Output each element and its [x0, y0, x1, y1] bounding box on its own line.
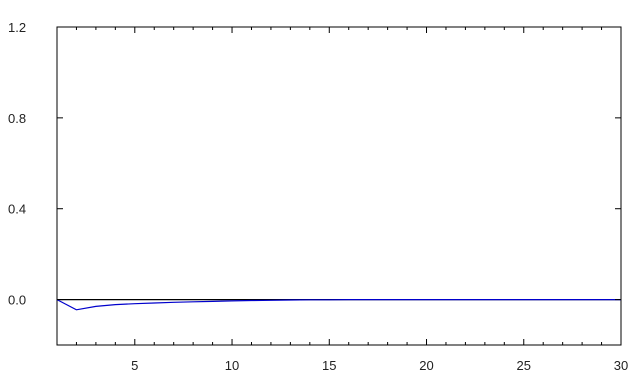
- y-tick-label: 0.0: [8, 293, 26, 308]
- x-axis: 5 10 15 20 25 30: [56, 27, 628, 373]
- y-axis: 0.0 0.4 0.8 1.2: [8, 20, 621, 308]
- y-tick-label: 0.8: [8, 111, 26, 126]
- series-lines: [56, 299, 621, 311]
- x-tick-label: 10: [225, 358, 239, 373]
- x-tick-label: 20: [419, 358, 433, 373]
- x-tick-label: 30: [614, 358, 628, 373]
- series-line-1: [56, 299, 621, 311]
- x-tick-label: 25: [517, 358, 531, 373]
- x-tick-label: 15: [322, 358, 336, 373]
- plot-frame: [56, 26, 622, 346]
- y-tick-label: 0.4: [8, 202, 26, 217]
- y-tick-label: 1.2: [8, 20, 26, 35]
- x-tick-label: 5: [131, 358, 138, 373]
